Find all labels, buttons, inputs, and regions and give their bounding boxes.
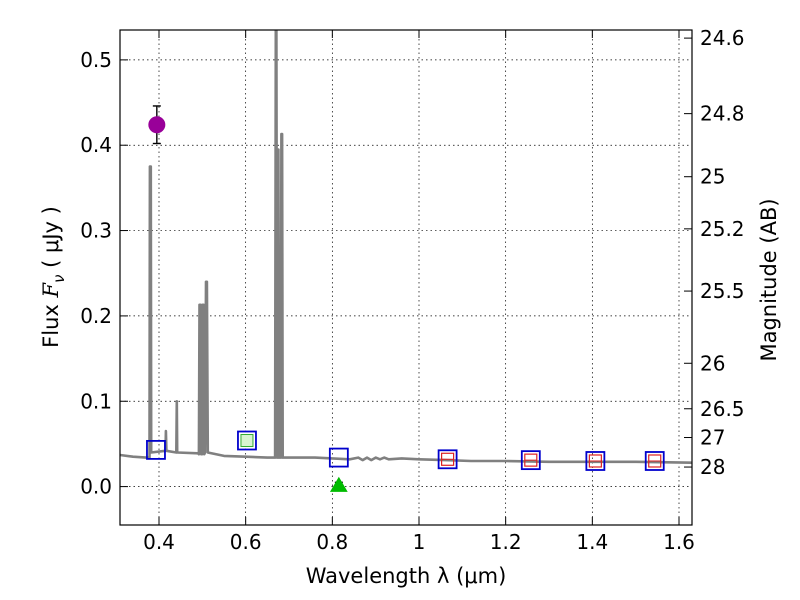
y-tick-label-left: 0.0 bbox=[80, 475, 112, 499]
y-tick-label-right: 24.8 bbox=[700, 102, 745, 126]
y-tick-label-right: 24.6 bbox=[700, 26, 745, 50]
x-tick-label: 1.4 bbox=[576, 530, 608, 554]
x-tick-label: 1 bbox=[413, 530, 426, 554]
y-tick-label-right: 25 bbox=[700, 165, 725, 189]
model-square-marker bbox=[644, 451, 665, 471]
observed-circle bbox=[148, 105, 166, 145]
model-square-5 bbox=[520, 450, 541, 471]
y-tick-label-right: 27 bbox=[700, 426, 725, 450]
y-tick-label-right: 26.5 bbox=[700, 397, 745, 421]
model-square-6 bbox=[585, 451, 606, 471]
y-tick-label-right: 28 bbox=[700, 455, 725, 479]
grid-lines bbox=[120, 30, 692, 525]
y-tick-label-left: 0.5 bbox=[80, 48, 112, 72]
x-axis-label: Wavelength λ (μm) bbox=[306, 564, 507, 588]
y-tick-label-left: 0.3 bbox=[80, 219, 112, 243]
model-square-marker bbox=[520, 450, 541, 471]
y-axis-label-left: Flux Fν ( μJy ) bbox=[39, 206, 68, 348]
y-axis-label-units: ( μJy ) bbox=[39, 206, 63, 274]
x-tick-label: 1.6 bbox=[663, 530, 695, 554]
axis-tick-labels: 0.4 0.6 0.8 1 1.2 1.4 1.6 0.0 0.1 0.2 0.3 0.4 0.5 24.… bbox=[80, 26, 744, 554]
y-axis-label-sub: ν bbox=[50, 275, 68, 283]
model-square-1 bbox=[146, 439, 166, 460]
x-tick-label: 1.2 bbox=[490, 530, 522, 554]
model-spectrum-layer bbox=[120, 30, 692, 464]
axis-ticks bbox=[120, 30, 692, 525]
model-spectrum-line bbox=[120, 30, 692, 464]
model-square-7 bbox=[644, 451, 665, 471]
y-axis-label-right: Magnitude (AB) bbox=[757, 198, 781, 361]
y-tick-label-left: 0.1 bbox=[80, 389, 112, 413]
y-tick-label-right: 25.2 bbox=[700, 217, 745, 241]
x-tick-label: 0.8 bbox=[316, 530, 348, 554]
model-square-marker bbox=[585, 451, 606, 471]
model-square-3 bbox=[328, 447, 349, 468]
model-square-marker bbox=[328, 447, 349, 468]
data-point-triangle bbox=[329, 476, 348, 492]
observed-triangle bbox=[329, 476, 348, 492]
y-axis-label-prefix: Flux bbox=[39, 298, 63, 348]
x-tick-label: 0.6 bbox=[230, 530, 262, 554]
model-square-marker bbox=[146, 439, 166, 460]
photometry-layer bbox=[146, 105, 665, 492]
data-point-circle bbox=[148, 116, 166, 134]
model-square-marker bbox=[437, 449, 458, 470]
plot-frame bbox=[119, 29, 693, 526]
y-tick-label-left: 0.4 bbox=[80, 133, 112, 157]
inner-marker bbox=[240, 434, 254, 448]
model-square-2 bbox=[237, 430, 257, 451]
y-axis-label-var: F bbox=[39, 282, 63, 299]
x-tick-label: 0.4 bbox=[143, 530, 175, 554]
y-tick-label-right: 25.5 bbox=[700, 279, 745, 303]
model-square-4 bbox=[437, 449, 458, 470]
y-tick-label-right: 26 bbox=[700, 351, 725, 375]
model-square-marker bbox=[237, 430, 257, 451]
y-tick-label-left: 0.2 bbox=[80, 304, 112, 328]
